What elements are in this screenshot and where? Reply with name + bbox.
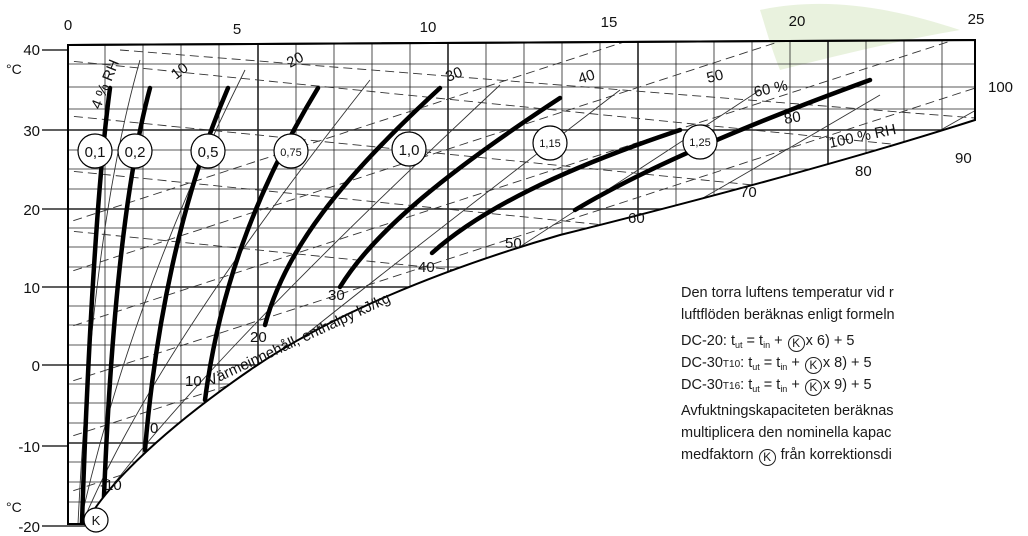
note-line-6: Avfuktningskapaciteten beräknas: [681, 403, 894, 419]
temp-tick-10: 10: [23, 280, 40, 297]
rh-label-30: 30: [443, 64, 465, 86]
rh-label-80: 80: [783, 108, 802, 128]
chart-outline: [67, 38, 976, 525]
enthalpy-line-20: 20: [250, 329, 267, 346]
temp-axis-ticks: [42, 49, 85, 527]
temp-tick-30: 30: [23, 123, 40, 140]
k-curve-0-75: [202, 85, 321, 403]
k-factor-markers: [77, 124, 718, 169]
k-symbol-inline: K: [804, 357, 822, 374]
k-symbol-inline: K: [804, 379, 822, 396]
leaf-watermark: [760, 3, 960, 70]
rh-label-60: 60 %: [752, 77, 789, 101]
rh-label-10: 10: [168, 59, 192, 83]
saturation-upper-edge: [67, 39, 976, 46]
enthalpy-tick-10: 10: [420, 19, 437, 36]
k-curve-1-15: [337, 95, 563, 290]
temp-tick-minus10: -10: [18, 439, 40, 456]
enthalpy-line-30: 30: [328, 287, 345, 304]
enthalpy-tick-25: 25: [968, 11, 985, 28]
enthalpy-tick-0: 0: [64, 17, 72, 34]
note-line-2: luftflöden beräknas enligt formeln: [681, 307, 895, 323]
enthalpy-line-0: 0: [150, 420, 158, 437]
k-curve-high: [572, 77, 873, 213]
temp-unit-top: °C: [6, 61, 22, 77]
temp-tick-40: 40: [23, 42, 40, 59]
k-curve-1-0: [262, 85, 443, 328]
k-symbol-inline: K: [758, 449, 776, 466]
enthalpy-line-40: 40: [418, 259, 435, 276]
k-label-0-2: 0,2: [125, 144, 146, 161]
enthalpy-tick-5: 5: [233, 21, 241, 38]
k-curve-1-25: [429, 127, 683, 256]
temp-tick-minus20: -20: [18, 519, 40, 536]
k-symbol: K: [92, 513, 101, 528]
note-line-1: Den torra luftens temperatur vid r: [681, 285, 894, 301]
k-label-0-1: 0,1: [85, 144, 106, 161]
k-label-1-0: 1,0: [399, 142, 420, 159]
k-label-1-15: 1,15: [539, 138, 560, 150]
formula-note: Den torra luftens temperatur vid r luftf…: [681, 283, 1028, 533]
note-line-8: medfaktorn K från korrektionsdi: [681, 447, 892, 466]
enthalpy-line-100: 100: [988, 79, 1013, 96]
note-line-7: multiplicera den nominella kapac: [681, 425, 892, 441]
temp-unit-bottom: °C: [6, 499, 22, 515]
rh-label-50: 50: [705, 66, 725, 87]
enthalpy-line-60: 60: [628, 210, 645, 227]
enthalpy-line-minus10: -10: [100, 477, 122, 494]
k-symbol-circle: [83, 507, 109, 533]
enthalpy-line-80: 80: [855, 163, 872, 180]
k-symbol-inline: K: [787, 335, 805, 352]
temp-tick-0: 0: [32, 358, 40, 375]
enthalpy-line-90: 90: [955, 150, 972, 167]
k-label-0-75: 0,75: [280, 147, 301, 159]
rh-label-4: 4 % RH: [88, 57, 123, 111]
enthalpy-tick-15: 15: [601, 14, 618, 31]
enthalpy-tick-20: 20: [789, 13, 806, 30]
enthalpy-line-50: 50: [505, 235, 522, 252]
rh-label-20: 20: [284, 49, 307, 72]
temp-tick-20: 20: [23, 202, 40, 219]
enthalpy-line-70: 70: [740, 184, 757, 201]
rh-label-40: 40: [576, 66, 597, 87]
enthalpy-axis-label: Värmeinnehåll, enthalpy kJ/kg: [205, 290, 394, 390]
enthalpy-line-10: 10: [185, 373, 202, 390]
k-label-1-25: 1,25: [689, 137, 710, 149]
k-label-0-5: 0,5: [198, 144, 219, 161]
